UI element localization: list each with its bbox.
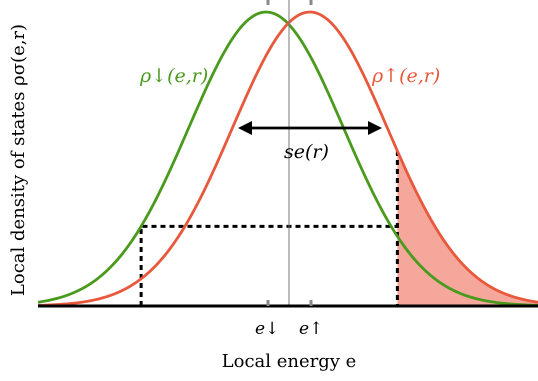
rho-down-label: ρ↓(e,r) [139,65,208,87]
x-axis-label: Local energy e [222,351,357,372]
tick-label-e-up: e↑ [299,319,323,339]
dashed-threshold-box [139,150,399,306]
shaded-tail-region [397,150,538,306]
rho-up-label: ρ↑(e,r) [371,65,440,87]
y-axis-label: Local density of states ρσ(e,r) [8,24,29,296]
rho-up-curve [37,10,538,307]
width-arrow [238,121,382,135]
width-label: se(r) [284,141,329,163]
tick-label-e-down: e↓ [255,319,279,339]
